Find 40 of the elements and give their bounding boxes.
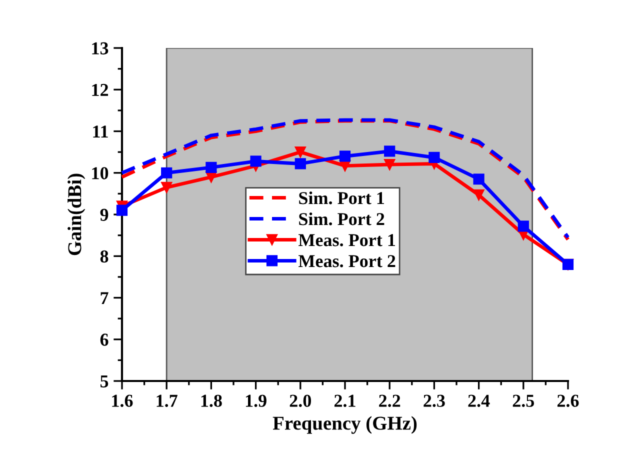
point (384, 146, 396, 157)
point (116, 204, 128, 216)
legend-label: Sim. Port 1 (299, 192, 384, 204)
y-tick-label: 7 (100, 292, 108, 304)
y-axis-title: Gain(dBi) (68, 174, 86, 256)
x-tick-label: 2.4 (468, 394, 490, 407)
point (206, 162, 217, 174)
y-tick-label: 5 (100, 375, 108, 388)
point (161, 182, 172, 193)
legend-label: Meas. Port 1 (298, 234, 396, 246)
y-tick-label: 9 (100, 208, 108, 221)
point (161, 167, 172, 178)
point (294, 146, 306, 158)
point (473, 189, 484, 200)
point (250, 156, 262, 167)
x-tick-label: 2.3 (424, 394, 445, 407)
legend-label: Meas. Port 2 (298, 255, 396, 268)
y-tick-label: 11 (93, 126, 108, 138)
x-tick-label: 2.6 (557, 394, 579, 407)
legend-label: Sim. Port 2 (299, 212, 384, 226)
y-tick-label: 10 (92, 167, 108, 180)
x-tick-label: 2.2 (379, 394, 400, 407)
point (294, 158, 306, 170)
point (473, 174, 484, 185)
y-tick-label: 12 (92, 84, 108, 96)
y-tick-label: 13 (92, 42, 108, 54)
x-axis-title: Frequency (GHz) (272, 416, 417, 434)
x-tick-label: 1.8 (201, 394, 222, 407)
point (518, 220, 529, 232)
x-tick-label: 2.5 (512, 394, 534, 407)
y-tick-label: 8 (100, 250, 108, 263)
x-tick-label: 2.1 (334, 394, 356, 407)
x-tick-label: 1.7 (156, 394, 178, 407)
x-tick-label: 1.9 (246, 394, 266, 407)
y-tick-label: 6 (100, 334, 108, 346)
x-tick-label: 2.0 (290, 394, 311, 407)
point (428, 152, 440, 164)
x-tick-label: 1.6 (112, 394, 133, 407)
point (384, 158, 396, 170)
point (339, 150, 351, 162)
